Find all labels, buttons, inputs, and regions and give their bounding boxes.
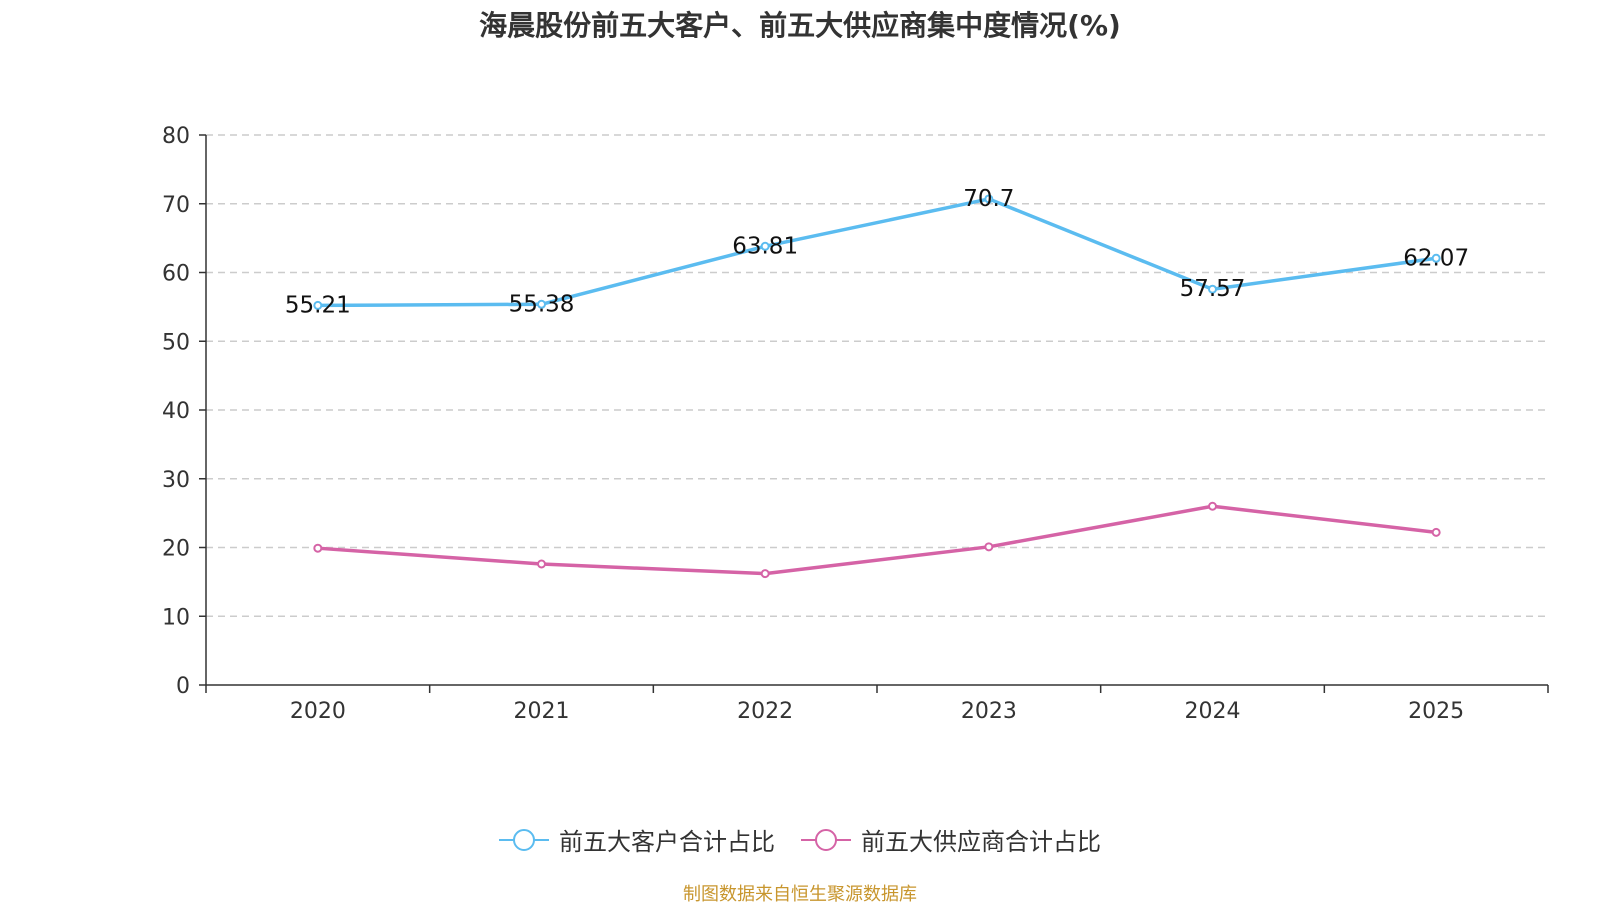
data-point-customers <box>313 300 323 310</box>
chart-title: 海晨股份前五大客户、前五大供应商集中度情况(%) <box>479 9 1121 42</box>
data-label-customers: 55.21 <box>285 292 351 318</box>
legend-item-suppliers[interactable]: 前五大供应商合计占比 <box>801 822 1101 857</box>
legend: 前五大客户合计占比 前五大供应商合计占比 <box>0 822 1600 857</box>
x-tick-label: 2020 <box>290 699 346 724</box>
legend-label-suppliers: 前五大供应商合计占比 <box>861 828 1101 856</box>
line-chart: 0 10 20 30 40 50 60 70 80 2020 2021 2022 2023 2024 202… <box>162 124 1549 724</box>
legend-item-customers[interactable]: 前五大客户合计占比 <box>499 822 775 857</box>
series-line-suppliers <box>317 504 1437 576</box>
y-tick-label: 80 <box>162 124 190 149</box>
x-tick-label: 2023 <box>961 699 1017 724</box>
data-point-suppliers <box>313 543 323 553</box>
legend-customers-icon <box>499 828 549 851</box>
data-point-suppliers <box>537 559 546 569</box>
x-tick-label: 2025 <box>1408 699 1464 724</box>
series-line-customers <box>317 197 1437 308</box>
data-point-suppliers <box>1208 501 1217 511</box>
data-label-customers: 62.07 <box>1403 245 1469 271</box>
y-tick-label: 60 <box>162 262 190 287</box>
data-point-customers <box>984 194 994 204</box>
source-note: 制图数据来自恒生聚源数据库 <box>683 884 917 905</box>
y-tick-label: 30 <box>162 468 190 493</box>
data-label-customers: 70.7 <box>963 186 1014 212</box>
data-point-customers <box>760 241 770 251</box>
data-point-customers <box>1208 284 1217 294</box>
x-tick-label: 2022 <box>737 699 793 724</box>
data-label-customers: 63.81 <box>732 233 798 259</box>
data-point-suppliers <box>760 569 770 579</box>
y-tick-label: 50 <box>162 330 190 355</box>
legend-label-customers: 前五大客户合计占比 <box>559 828 775 856</box>
y-tick-label: 70 <box>162 193 190 218</box>
y-tick-label: 0 <box>176 674 190 699</box>
data-label-customers: 57.57 <box>1180 276 1246 302</box>
y-tick-label: 40 <box>162 399 190 424</box>
y-tick-label: 20 <box>162 537 190 562</box>
x-tick-label: 2024 <box>1185 699 1241 724</box>
data-point-suppliers <box>984 542 994 552</box>
data-point-customers <box>1431 253 1441 263</box>
data-point-suppliers <box>1431 527 1441 537</box>
legend-suppliers-icon <box>801 828 851 851</box>
data-point-customers <box>537 299 546 309</box>
y-tick-label: 10 <box>162 605 190 630</box>
data-label-customers: 55.38 <box>509 291 575 317</box>
x-tick-label: 2021 <box>514 699 570 724</box>
